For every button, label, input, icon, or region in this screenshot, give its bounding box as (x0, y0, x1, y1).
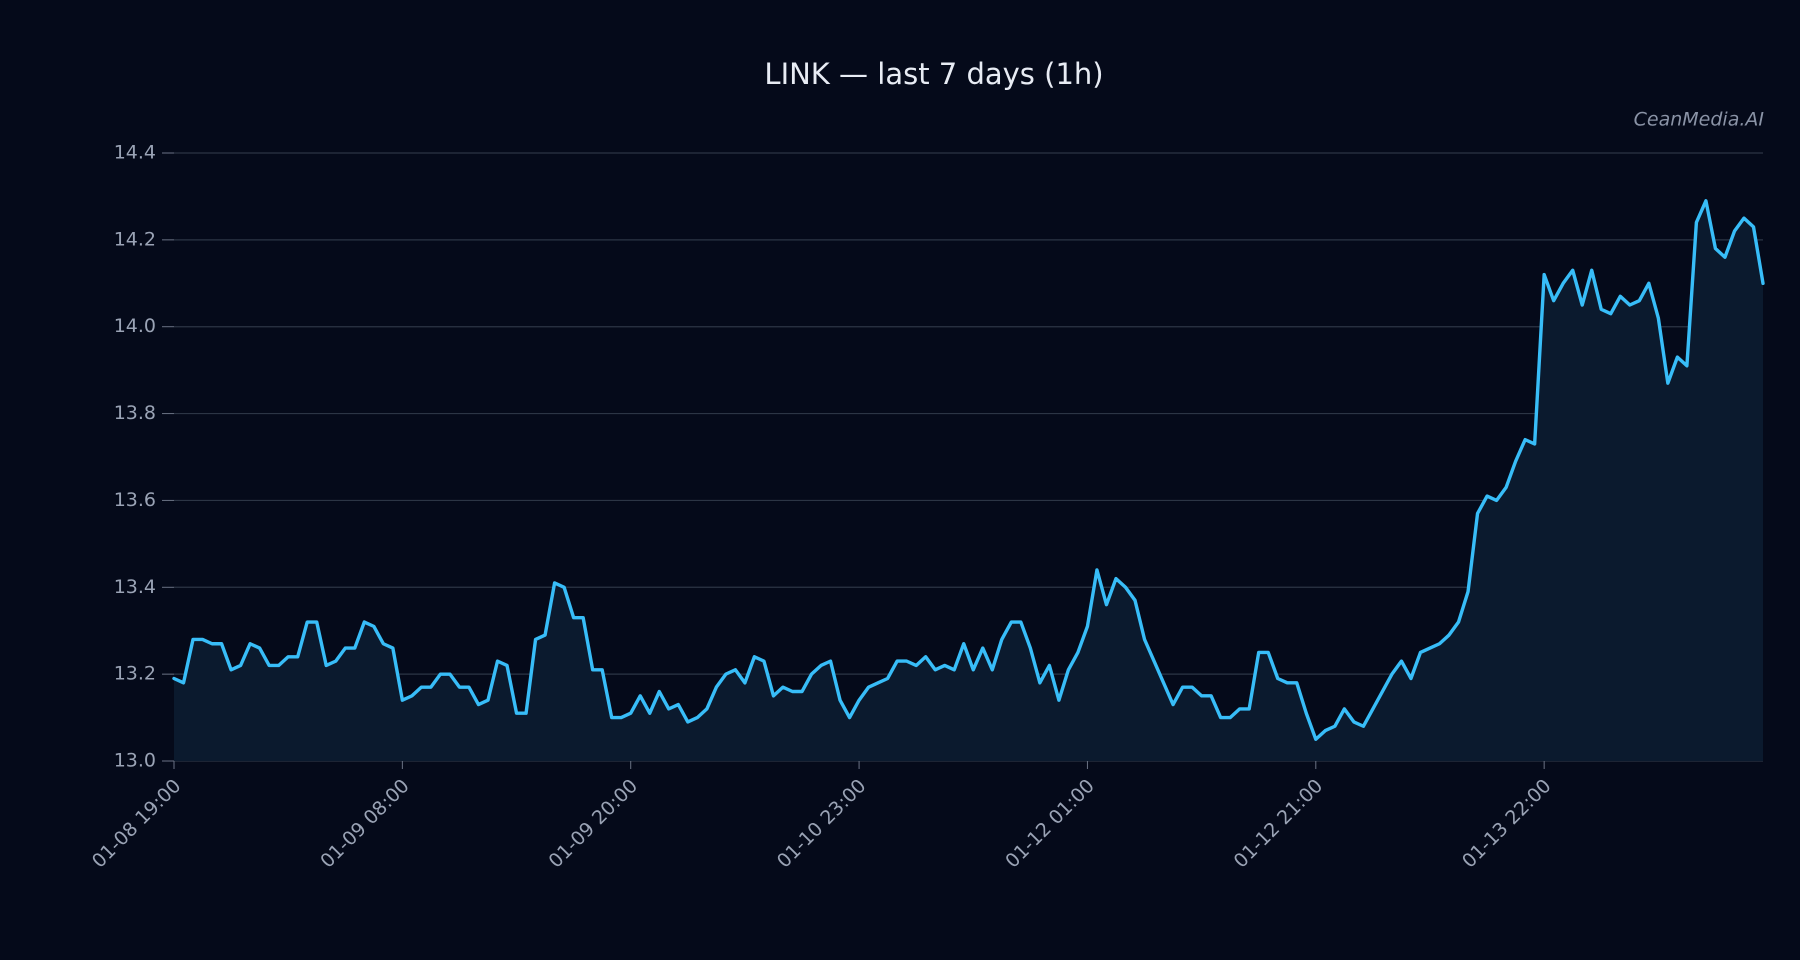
line (172, 199, 1765, 741)
y-tick-label: 14.0 (114, 315, 156, 337)
y-tick-label: 14.4 (114, 142, 156, 164)
y-tick-label: 13.4 (114, 576, 156, 598)
chart-title: LINK — last 7 days (1h) (764, 57, 1103, 91)
y-tick-label: 13.2 (114, 663, 156, 685)
y-tick-label: 13.0 (114, 750, 156, 772)
watermark: CeanMedia.AI (1634, 109, 1765, 131)
y-tick-label: 13.8 (114, 402, 156, 424)
area (174, 200, 1763, 761)
y-tick-label: 14.2 (114, 228, 156, 250)
y-tick-label: 13.6 (114, 489, 156, 511)
